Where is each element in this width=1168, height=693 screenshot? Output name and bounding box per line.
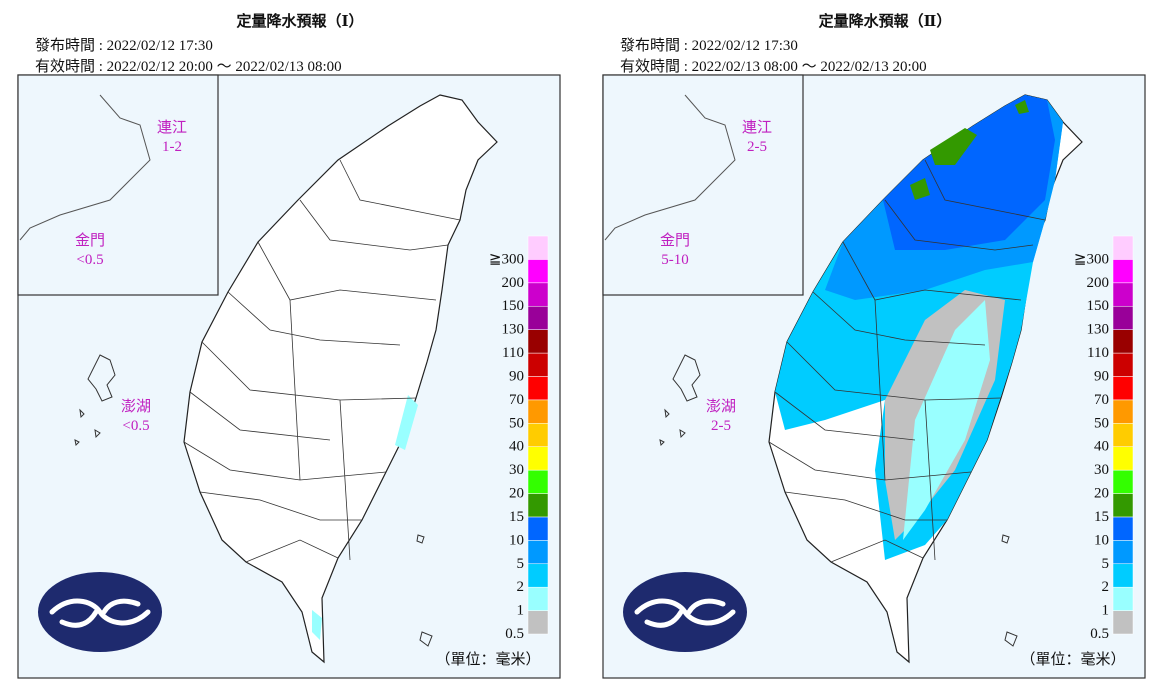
valid-time: 有效時間 : 2022/02/13 08:00 ～ 2022/02/13 20:…: [620, 58, 927, 75]
legend-swatch: [1112, 282, 1134, 307]
legend-swatch: [527, 305, 549, 330]
legend-swatch: [1112, 446, 1134, 471]
legend-swatch: [1112, 352, 1134, 377]
legend-swatch: [1112, 586, 1134, 611]
legend-swatch: [527, 446, 549, 471]
legend-label: 90: [1094, 368, 1109, 384]
legend-swatch: [527, 352, 549, 377]
legend-swatch: [1112, 423, 1134, 447]
legend-label: 15: [509, 509, 524, 525]
unit-label: （單位：毫米）: [1020, 650, 1125, 668]
kinmen-value: <0.5: [76, 252, 103, 268]
legend-swatch: [527, 282, 549, 307]
legend-label: 0.5: [1090, 626, 1109, 642]
legend-label: 5: [1102, 556, 1110, 572]
legend-swatch: [527, 469, 549, 494]
legend-swatch: [1112, 540, 1134, 565]
legend-label: 1: [517, 603, 525, 619]
legend-label: 90: [509, 368, 524, 384]
matsu-value: 2-5: [747, 139, 767, 155]
panel-1: 定量降水預報（Ⅰ） 發布時間 : 2022/02/12 17:30 有效時間 : 2…: [35, 12, 549, 668]
legend-label: 50: [1094, 415, 1109, 431]
valid-time: 有效時間 : 2022/02/12 20:00 ～ 2022/02/13 08:…: [35, 58, 342, 75]
legend-label: 10: [1094, 532, 1109, 548]
legend-swatch: [527, 235, 549, 260]
legend-swatch: [527, 540, 549, 565]
legend-swatch: [1112, 610, 1134, 635]
legend-label: 30: [1094, 462, 1109, 478]
legend-swatch: [527, 586, 549, 611]
matsu-name: 連江: [157, 119, 187, 136]
panel-1-base: [18, 75, 560, 678]
legend-swatch: [527, 259, 549, 284]
legend-label: 5: [517, 556, 525, 572]
legend-label: 200: [1087, 275, 1110, 291]
legend-label: 30: [509, 462, 524, 478]
legend-label: 2: [1102, 579, 1110, 595]
legend-label: 130: [1087, 322, 1110, 338]
legend-swatch: [1112, 259, 1134, 284]
issue-time: 發布時間 : 2022/02/12 17:30: [35, 37, 213, 54]
panel-title: 定量降水預報（Ⅱ）: [819, 12, 952, 30]
legend-swatch: [527, 329, 549, 354]
legend-label: 40: [509, 439, 524, 455]
legend-swatch: [1112, 399, 1134, 424]
panel-title: 定量降水預報（Ⅰ）: [236, 12, 363, 30]
legend-label: ≧300: [489, 251, 524, 267]
kinmen-name: 金門: [75, 232, 105, 249]
legend-label: 15: [1094, 509, 1109, 525]
legend-swatch: [527, 399, 549, 424]
penghu-value: 2-5: [711, 418, 731, 434]
kinmen-value: 5-10: [661, 252, 689, 268]
legend-swatch: [1112, 329, 1134, 354]
legend-label: 0.5: [505, 626, 524, 642]
legend-label: 110: [1087, 345, 1109, 361]
panel-2: 定量降水預報（Ⅱ） 發布時間 : 2022/02/12 17:30 有效時間 : 2…: [620, 12, 1134, 668]
legend-swatch: [527, 516, 549, 541]
legend-label: 200: [502, 275, 525, 291]
legend-label: 70: [1094, 392, 1109, 408]
legend-label: 150: [502, 298, 525, 314]
legend-swatch: [527, 610, 549, 635]
legend-label: 10: [509, 532, 524, 548]
legend-label: ≧300: [1074, 251, 1109, 267]
penghu-name: 澎湖: [706, 398, 736, 415]
legend-label: 20: [509, 486, 524, 502]
legend-swatch: [527, 423, 549, 447]
legend-label: 2: [517, 579, 525, 595]
penghu-value: <0.5: [122, 418, 149, 434]
legend-swatch: [1112, 469, 1134, 494]
kinmen-name: 金門: [660, 232, 690, 249]
legend-label: 130: [502, 322, 525, 338]
legend-label: 1: [1102, 603, 1110, 619]
legend-swatch: [1112, 493, 1134, 518]
unit-label: （單位：毫米）: [435, 650, 540, 668]
legend-label: 150: [1087, 298, 1110, 314]
legend-label: 20: [1094, 486, 1109, 502]
penghu-name: 澎湖: [121, 398, 151, 415]
legend-label: 40: [1094, 439, 1109, 455]
legend-swatch: [527, 563, 549, 588]
legend-swatch: [1112, 235, 1134, 260]
legend-swatch: [527, 493, 549, 518]
legend-swatch: [1112, 305, 1134, 330]
matsu-value: 1-2: [162, 139, 182, 155]
legend-label: 110: [502, 345, 524, 361]
legend-swatch: [1112, 563, 1134, 588]
legend-label: 70: [509, 392, 524, 408]
legend-label: 50: [509, 415, 524, 431]
issue-time: 發布時間 : 2022/02/12 17:30: [620, 37, 798, 54]
legend-swatch: [1112, 516, 1134, 541]
matsu-name: 連江: [742, 119, 772, 136]
legend-swatch: [527, 376, 549, 401]
legend-swatch: [1112, 376, 1134, 401]
panel-2-base: [603, 75, 1145, 678]
